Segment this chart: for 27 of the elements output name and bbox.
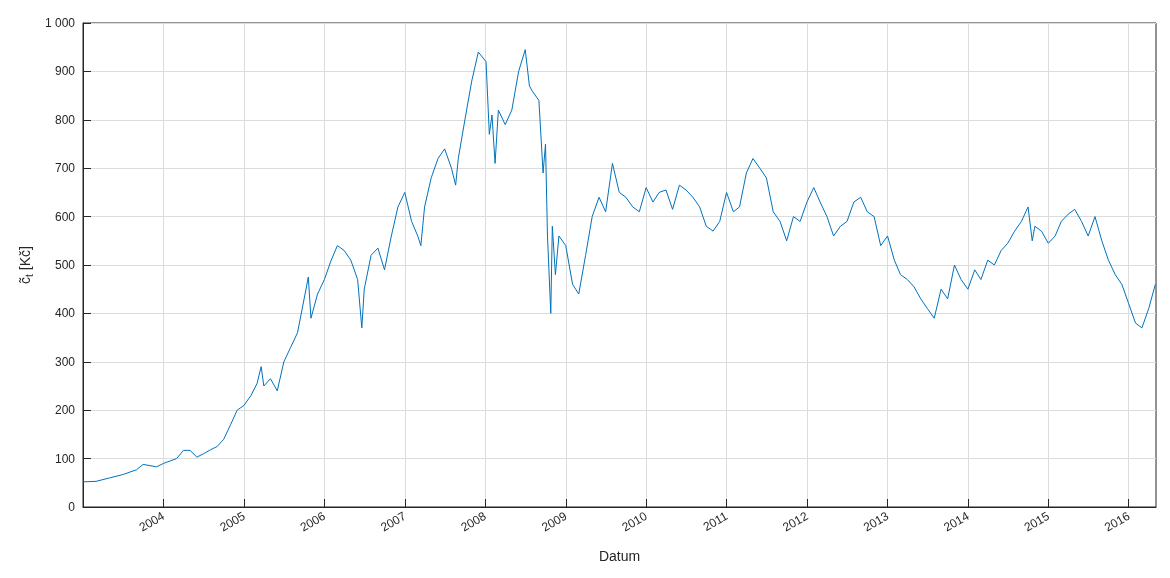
y-tick-label: 700	[54, 161, 76, 176]
x-tick-label: 2015	[1021, 508, 1053, 535]
x-tick-label: 2012	[780, 508, 811, 535]
y-tick-label: 900	[54, 64, 76, 79]
line-series	[82, 49, 1156, 483]
x-tick-label: 2014	[941, 508, 972, 535]
y-tick-label: 400	[54, 306, 76, 321]
x-tick-label: 2007	[378, 508, 409, 535]
y-tick-label: 800	[54, 112, 76, 127]
y-tick-label: 100	[54, 451, 76, 466]
y-tick-label: 300	[54, 354, 76, 369]
x-tick-label: 2008	[458, 508, 489, 535]
x-tick-label: 2010	[619, 508, 650, 535]
x-tick-label: 2016	[1102, 508, 1133, 535]
x-tick-label: 2009	[539, 508, 570, 535]
x-axis-title: Datum	[598, 548, 641, 564]
y-tick-label: 0	[68, 500, 76, 514]
y-axis-title: c̃t [Kč]	[17, 246, 35, 284]
x-tick-label: 2011	[700, 508, 731, 534]
y-tick-label: 500	[54, 258, 76, 272]
y-tick-label: 1 000	[44, 16, 76, 30]
y-tick-label: 200	[54, 403, 76, 418]
x-tick-label: 2005	[217, 508, 248, 535]
y-tick-label: 600	[54, 209, 76, 224]
x-tick-label: 2013	[860, 508, 892, 535]
x-tick-label: 2006	[297, 508, 329, 535]
x-tick-label: 2004	[136, 508, 168, 535]
